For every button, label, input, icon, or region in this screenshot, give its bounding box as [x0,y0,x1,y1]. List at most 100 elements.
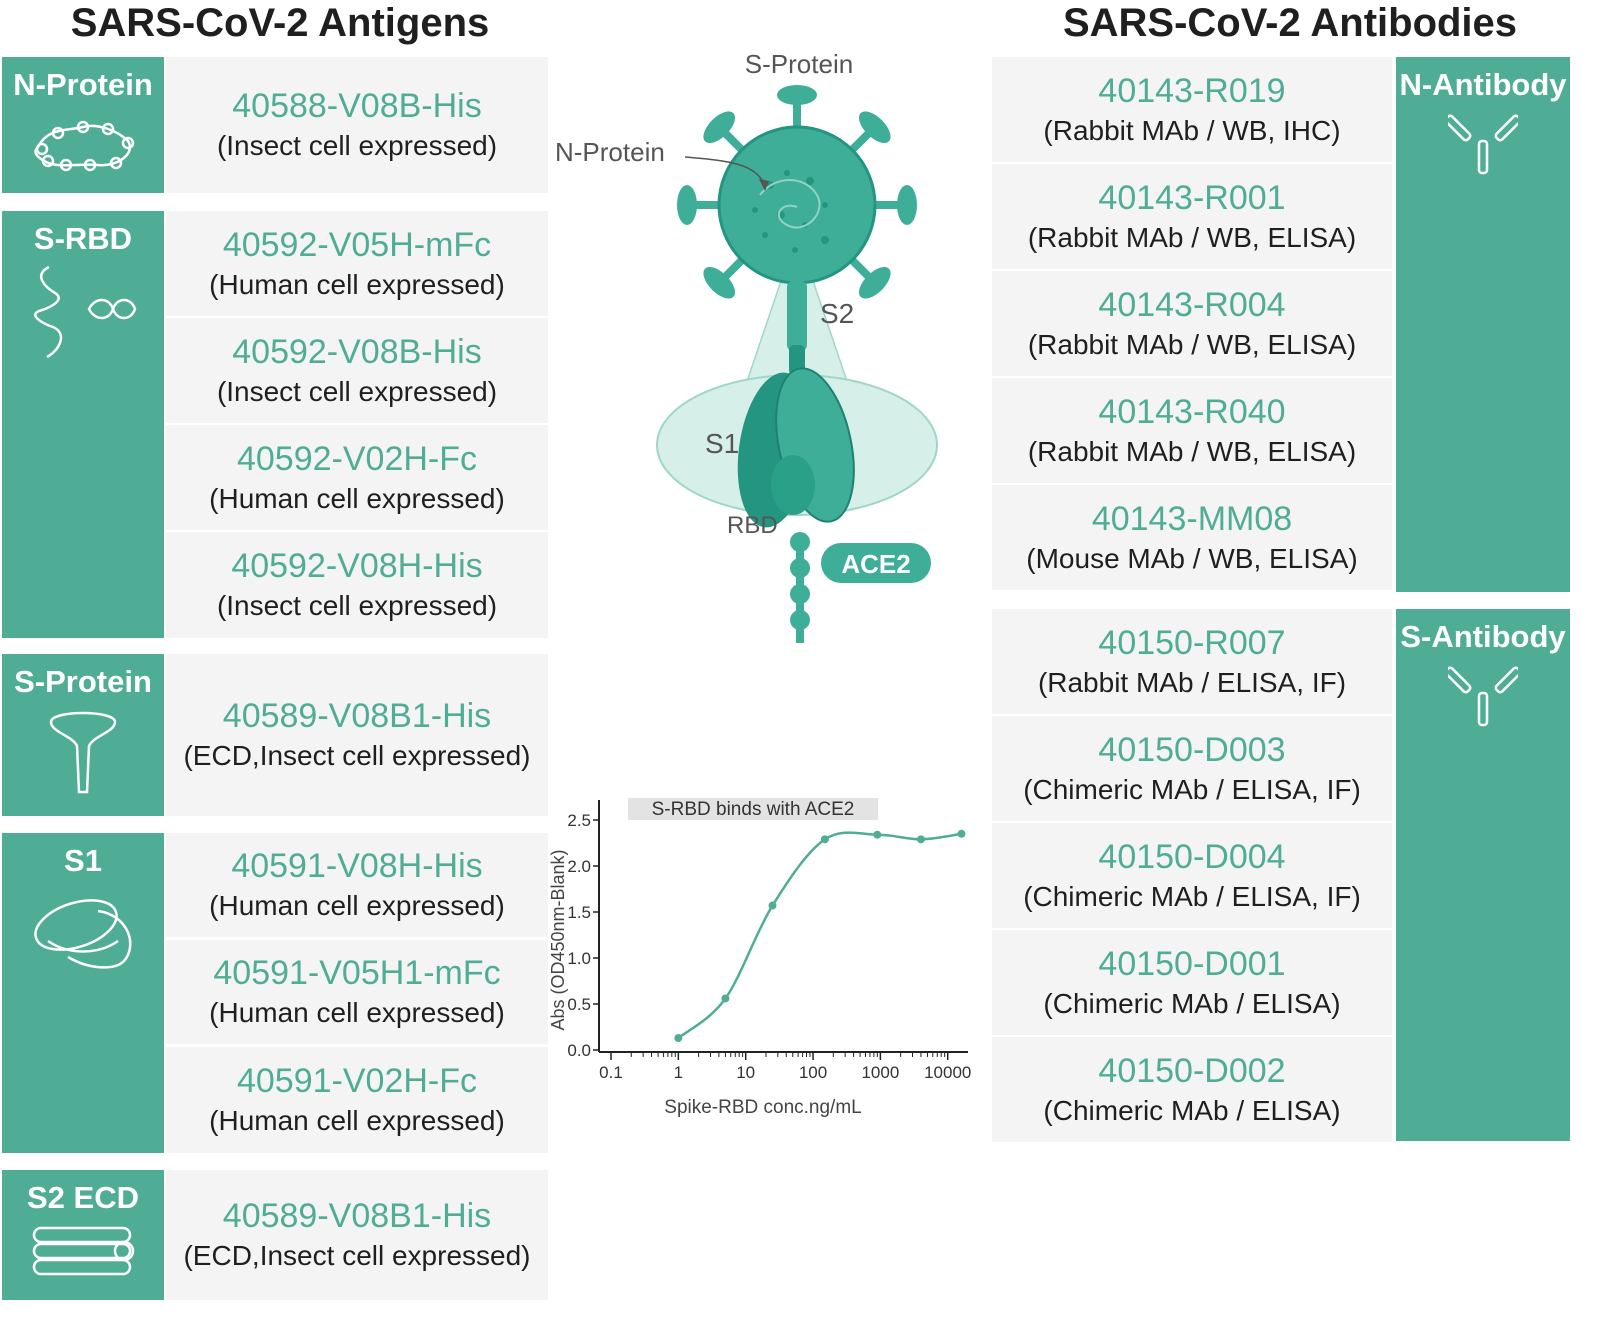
x-tick-label: 100 [799,1063,827,1082]
x-tick-label: 10 [736,1063,755,1082]
s1-subunit-icon [34,899,132,969]
product-code[interactable]: 40150-D003 [1098,730,1286,769]
product-desc: (Rabbit MAb / WB, ELISA) [1027,435,1357,467]
s2-ecd-icon [32,1226,135,1276]
product-row[interactable]: 40143-R001 (Rabbit MAb / WB, ELISA) [992,164,1392,269]
product-code[interactable]: 40588-V08B-His [232,87,482,125]
product-row[interactable]: 40592-V08B-His (Insect cell expressed) [166,318,548,423]
data-point [674,1034,683,1043]
product-code[interactable]: 40143-R001 [1098,178,1286,217]
antibodies-title: SARS-CoV-2 Antibodies [1062,1,1518,45]
product-row[interactable]: 40150-D004 (Chimeric MAb / ELISA, IF) [992,823,1392,928]
data-point [957,829,966,838]
y-tick-label: 2.5 [567,811,591,830]
product-code[interactable]: 40592-V08B-His [232,332,482,371]
product-code[interactable]: 40591-V05H1-mFc [213,954,501,992]
product-code[interactable]: 40592-V05H-mFc [222,225,492,264]
category-s2-ecd: S2 ECD [2,1170,164,1300]
product-desc: (Chimeric MAb / ELISA, IF) [1023,880,1361,912]
y-tick-label: 0.0 [567,1041,591,1060]
product-code[interactable]: 40150-R007 [1098,623,1286,662]
product-code[interactable]: 40150-D004 [1098,837,1286,876]
product-code[interactable]: 40143-R004 [1098,285,1286,324]
product-desc: (Rabbit MAb / WB, ELISA) [1027,328,1357,360]
product-row[interactable]: 40150-D002 (Chimeric MAb / ELISA) [992,1037,1392,1142]
product-code[interactable]: 40592-V02H-Fc [236,439,477,478]
coil-protein-icon [34,120,135,172]
product-row[interactable]: 40589-V08B1-His (ECD,Insect cell express… [166,1170,548,1300]
data-point [721,994,730,1003]
chart-ylabel: Abs (OD450nm-Blank) [548,849,568,1030]
product-row[interactable]: 40150-D001 (Chimeric MAb / ELISA) [992,930,1392,1035]
product-code[interactable]: 40143-R040 [1098,392,1286,431]
rbd-domain-icon [34,265,137,359]
product-code[interactable]: 40591-V02H-Fc [236,1062,477,1100]
product-code[interactable]: 40150-D001 [1098,944,1286,983]
x-tick-label: 10000 [924,1063,971,1082]
y-tick-label: 0.5 [567,995,591,1014]
product-code[interactable]: 40143-R019 [1098,71,1286,110]
y-tick-label: 1.0 [567,949,591,968]
x-tick-label: 1 [674,1063,683,1082]
product-code[interactable]: 40591-V08H-His [231,847,483,885]
data-point [873,830,882,839]
product-row[interactable]: 40143-R004 (Rabbit MAb / WB, ELISA) [992,271,1392,376]
product-desc: (Human cell expressed) [209,997,505,1028]
product-desc: (Rabbit MAb / WB, ELISA) [1027,221,1357,253]
category-s-rbd: S-RBD [2,211,164,638]
product-row[interactable]: 40143-R019 (Rabbit MAb / WB, IHC) [992,57,1392,162]
product-row[interactable]: 40592-V08H-His (Insect cell expressed) [166,532,548,638]
product-desc: (Insect cell expressed) [216,130,498,161]
product-row[interactable]: 40591-V05H1-mFc (Human cell expressed) [166,940,548,1044]
product-row[interactable]: 40143-MM08 (Mouse MAb / WB, ELISA) [992,485,1392,590]
category-label: S1 [64,843,102,878]
product-row[interactable]: 40150-R007 (Rabbit MAb / ELISA, IF) [992,609,1392,714]
label-s2: S2 [820,298,854,329]
product-desc: (Insect cell expressed) [216,375,498,407]
label-n-protein: N-Protein [555,137,665,167]
product-desc: (Human cell expressed) [209,482,505,514]
chart-title: S-RBD binds with ACE2 [652,799,855,820]
product-row[interactable]: 40589-V08B1-His (ECD,Insect cell express… [166,654,548,816]
antibody-icon [1448,114,1518,175]
label-s1: S1 [705,428,739,459]
spike-protein-icon [49,711,117,794]
virus-diagram: S-Protein N-Protein S2 S1 RBD ACE2 [555,49,938,643]
chart-title-box [628,798,878,820]
label-ace2: ACE2 [841,549,910,579]
product-code[interactable]: 40143-MM08 [1091,499,1293,538]
data-point [820,835,829,844]
product-desc: (Rabbit MAb / WB, IHC) [1043,114,1341,146]
product-code[interactable]: 40589-V08B1-His [222,1197,492,1235]
label-s-protein: S-Protein [745,49,853,79]
category-s-protein: S-Protein [2,654,164,816]
category-label: S-Antibody [1400,619,1566,654]
antibody-icon [1448,666,1518,727]
category-n-protein: N-Protein [2,57,164,193]
product-row[interactable]: 40592-V02H-Fc (Human cell expressed) [166,425,548,530]
product-code[interactable]: 40589-V08B1-His [222,697,492,735]
product-desc: (ECD,Insect cell expressed) [183,740,531,771]
product-desc: (Chimeric MAb / ELISA, IF) [1023,773,1361,805]
product-code[interactable]: 40592-V08H-His [231,547,483,585]
product-row[interactable]: 40150-D003 (Chimeric MAb / ELISA, IF) [992,716,1392,821]
category-s1: S1 [2,833,164,1153]
product-desc: (Human cell expressed) [209,268,505,300]
product-row[interactable]: 40591-V08H-His (Human cell expressed) [166,833,548,937]
category-label: N-Protein [13,67,153,102]
product-row[interactable]: 40592-V05H-mFc (Human cell expressed) [166,211,548,316]
product-row[interactable]: 40591-V02H-Fc (Human cell expressed) [166,1047,548,1153]
data-point [768,901,777,910]
product-desc: (Rabbit MAb / ELISA, IF) [1037,666,1347,698]
product-desc: (ECD,Insect cell expressed) [183,1240,531,1271]
data-point [916,835,925,844]
product-row[interactable]: 40588-V08B-His (Insect cell expressed) [166,57,548,193]
product-desc: (Chimeric MAb / ELISA) [1043,1094,1341,1126]
product-code[interactable]: 40150-D002 [1098,1051,1286,1090]
category-n-antibody: N-Antibody [1396,57,1570,592]
x-tick-label: 1000 [861,1063,899,1082]
chart-xlabel: Spike-RBD conc.ng/mL [664,1097,861,1118]
label-rbd: RBD [727,512,778,539]
category-label: S-RBD [33,221,133,256]
product-row[interactable]: 40143-R040 (Rabbit MAb / WB, ELISA) [992,378,1392,483]
